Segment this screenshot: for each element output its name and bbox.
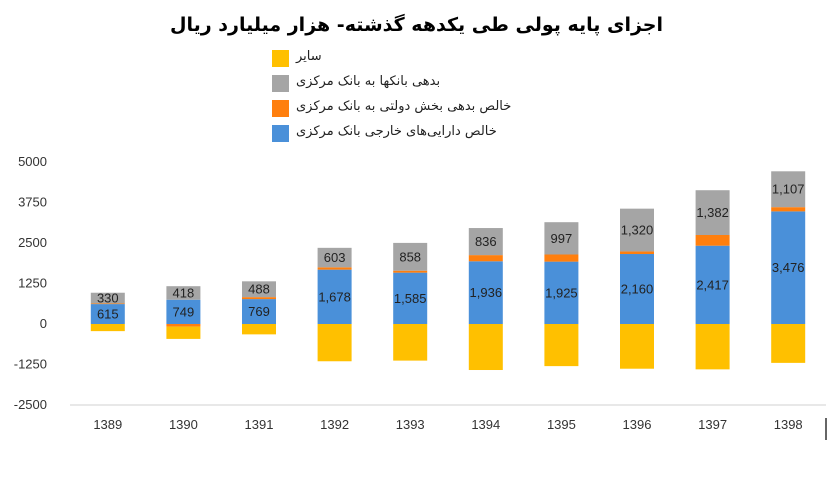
- bar-segment: [90, 303, 125, 305]
- legend-item-government-debt: خالص بدهی بخش دولتی به بانک مرکزی: [272, 97, 602, 122]
- y-tick-label: 3750: [18, 195, 47, 210]
- bar-segment: [166, 299, 201, 324]
- data-label: 1,936: [470, 285, 503, 300]
- legend-swatch-bank-debt: [272, 75, 289, 92]
- legend-swatch-other: [272, 50, 289, 67]
- data-label: 2,160: [621, 282, 654, 297]
- bar-segment: [544, 254, 579, 262]
- legend-item-other: سایر: [272, 47, 602, 72]
- bar-segment: [317, 269, 352, 324]
- x-tick-label: 1394: [471, 417, 500, 432]
- bar-segment: [695, 245, 730, 324]
- bar-segment: [317, 267, 352, 270]
- x-tick-label: 1397: [698, 417, 727, 432]
- bar-segment: [771, 207, 806, 212]
- bar-segment: [468, 255, 503, 262]
- bar-segment: [393, 324, 428, 361]
- bar-segment: [468, 261, 503, 324]
- data-label: 858: [399, 249, 421, 264]
- bar-segment: [166, 286, 201, 300]
- legend-label-bank-debt: بدهی بانکها به بانک مرکزی: [296, 74, 441, 89]
- x-tick-label: 1389: [93, 417, 122, 432]
- bar-segment: [695, 190, 730, 235]
- bar-segment: [771, 171, 806, 208]
- bar-segment: [620, 254, 654, 324]
- bar-segment: [544, 324, 579, 367]
- y-tick-label: 2500: [18, 235, 47, 250]
- bar-segment: [620, 251, 654, 255]
- data-label: 1,382: [696, 205, 729, 220]
- data-label: 1,925: [545, 285, 578, 300]
- data-label: 1,678: [318, 289, 351, 304]
- data-label: 488: [248, 282, 270, 297]
- legend-swatch-government-debt: [272, 100, 289, 117]
- legend-item-foreign-assets: خالص دارایی‌های خارجی بانک مرکزی: [272, 122, 602, 147]
- bar-segment: [620, 208, 654, 252]
- y-tick-label: 5000: [18, 154, 47, 169]
- bar-segment: [620, 324, 654, 369]
- x-tick-label: 1392: [320, 417, 349, 432]
- bar-segment: [242, 324, 276, 335]
- bar-segment: [771, 211, 806, 324]
- bar-segment: [695, 324, 730, 370]
- data-label: 749: [173, 304, 195, 319]
- bar-segment: [242, 299, 276, 324]
- bar-segment: [317, 324, 352, 362]
- data-label: 769: [248, 304, 270, 319]
- bar-segment: [544, 261, 579, 324]
- data-label: 330: [97, 291, 119, 306]
- legend-label-government-debt: خالص بدهی بخش دولتی به بانک مرکزی: [296, 99, 512, 114]
- data-label: 2,417: [696, 277, 729, 292]
- bar-segment: [393, 272, 428, 324]
- data-label: 1,107: [772, 182, 805, 197]
- y-tick-label: 1250: [18, 276, 47, 291]
- legend-label-other: سایر: [296, 49, 322, 64]
- bar-segment: [317, 247, 352, 268]
- bar-segment: [393, 270, 428, 273]
- bar-segment: [90, 304, 125, 324]
- data-label: 615: [97, 307, 119, 322]
- data-label: 997: [551, 231, 573, 246]
- x-tick-label: 1393: [396, 417, 425, 432]
- data-label: 1,585: [394, 291, 427, 306]
- bar-segment: [166, 324, 201, 327]
- y-tick-label: 0: [40, 316, 47, 331]
- bar-segment: [166, 326, 201, 339]
- bar-segment: [90, 324, 125, 332]
- bar-segment: [393, 242, 428, 271]
- bar-segment: [242, 297, 276, 300]
- bar-segment: [544, 222, 579, 255]
- data-label: 3,476: [772, 260, 805, 275]
- bar-segment: [468, 228, 503, 256]
- data-label: 836: [475, 234, 497, 249]
- x-tick-label: 1395: [547, 417, 576, 432]
- bar-segment: [695, 234, 730, 246]
- x-tick-label: 1398: [774, 417, 803, 432]
- data-label: 1,320: [621, 223, 654, 238]
- data-label: 603: [324, 250, 346, 265]
- legend-item-bank-debt: بدهی بانکها به بانک مرکزی: [272, 72, 602, 97]
- bar-segment: [771, 324, 806, 363]
- x-tick-label: 1390: [169, 417, 198, 432]
- chart-title: اجزای پایه پولی طی یکدهه گذشته- هزار میل…: [169, 14, 664, 36]
- legend-swatch-foreign-assets: [272, 125, 289, 142]
- legend-label-foreign-assets: خالص دارایی‌های خارجی بانک مرکزی: [296, 124, 497, 139]
- bar-segment: [242, 281, 276, 298]
- bar-segment: [90, 292, 125, 304]
- x-tick-label: 1391: [245, 417, 274, 432]
- y-tick-label: -1250: [14, 357, 47, 372]
- legend: سایر بدهی بانکها به بانک مرکزی خالص بدهی…: [272, 47, 602, 147]
- bar-segment: [468, 324, 503, 371]
- y-tick-label: -2500: [14, 397, 47, 412]
- x-tick-label: 1396: [623, 417, 652, 432]
- data-label: 418: [173, 285, 195, 300]
